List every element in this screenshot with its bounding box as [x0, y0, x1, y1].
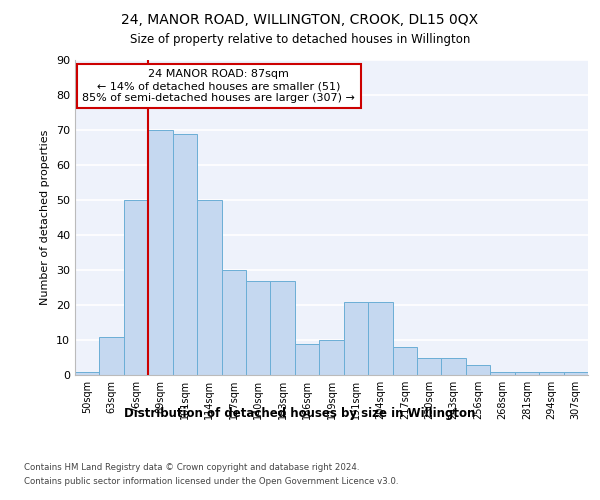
Bar [246, 280, 271, 375]
Bar [319, 340, 344, 375]
Bar [221, 270, 246, 375]
Text: Contains public sector information licensed under the Open Government Licence v3: Contains public sector information licen… [24, 478, 398, 486]
Bar [392, 347, 417, 375]
Bar [563, 372, 588, 375]
Bar [344, 302, 368, 375]
Bar [515, 372, 539, 375]
Bar [271, 280, 295, 375]
Bar [442, 358, 466, 375]
Bar [173, 134, 197, 375]
Bar [539, 372, 563, 375]
Bar [197, 200, 221, 375]
Bar [466, 364, 490, 375]
Text: 24, MANOR ROAD, WILLINGTON, CROOK, DL15 0QX: 24, MANOR ROAD, WILLINGTON, CROOK, DL15 … [121, 12, 479, 26]
Bar [368, 302, 392, 375]
Y-axis label: Number of detached properties: Number of detached properties [40, 130, 50, 305]
Bar [148, 130, 173, 375]
Bar [100, 336, 124, 375]
Text: Contains HM Land Registry data © Crown copyright and database right 2024.: Contains HM Land Registry data © Crown c… [24, 462, 359, 471]
Bar [124, 200, 148, 375]
Bar [75, 372, 100, 375]
Bar [295, 344, 319, 375]
Bar [417, 358, 442, 375]
Text: Distribution of detached houses by size in Willington: Distribution of detached houses by size … [124, 408, 476, 420]
Text: 24 MANOR ROAD: 87sqm
← 14% of detached houses are smaller (51)
85% of semi-detac: 24 MANOR ROAD: 87sqm ← 14% of detached h… [82, 70, 355, 102]
Text: Size of property relative to detached houses in Willington: Size of property relative to detached ho… [130, 32, 470, 46]
Bar [490, 372, 515, 375]
